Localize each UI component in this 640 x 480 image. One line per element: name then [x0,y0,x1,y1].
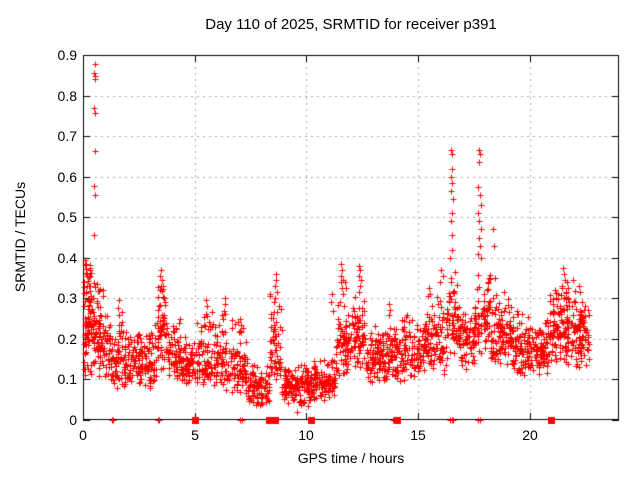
chart-title: Day 110 of 2025, SRMTID for receiver p39… [205,16,497,33]
y-axis-label: SRMTID / TECUs [12,181,28,293]
x-tick-label: 5 [191,427,199,443]
y-tick-label: 0.3 [57,290,77,306]
x-tick-label: 0 [79,427,87,443]
x-tick-label: 15 [410,427,426,443]
x-tick-label: 20 [522,427,538,443]
x-axis-label: GPS time / hours [297,450,405,466]
x-tick-label: 10 [298,427,314,443]
y-tick-label: 0.5 [57,209,77,225]
y-tick-label: 0.8 [57,88,77,104]
y-tick-label: 0.9 [57,47,77,63]
y-tick-label: 0.1 [57,371,77,387]
y-tick-label: 0.4 [57,250,77,266]
y-tick-label: 0.6 [57,169,77,185]
y-tick-label: 0 [69,412,77,428]
y-tick-label: 0.2 [57,331,77,347]
y-tick-label: 0.7 [57,128,77,144]
